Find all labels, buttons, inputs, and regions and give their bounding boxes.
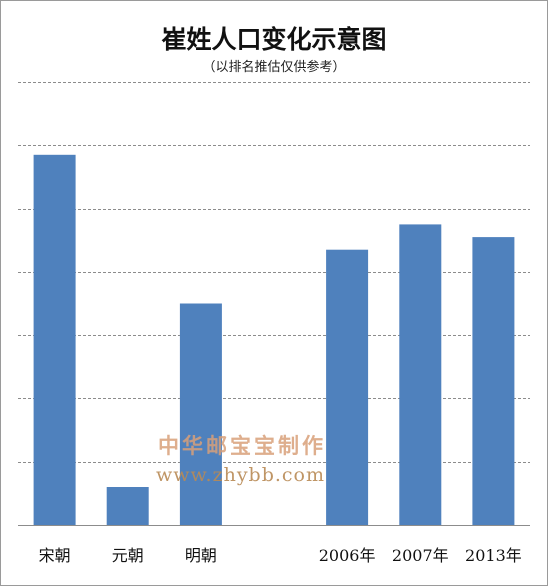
chart-subtitle: （以排名推估仅供参考） xyxy=(202,60,346,75)
x-tick-label: 2007年 xyxy=(392,546,449,565)
bar xyxy=(33,154,76,526)
bar xyxy=(472,237,515,525)
x-tick-label: 元朝 xyxy=(112,546,144,565)
chart-title: 崔姓人口变化示意图 xyxy=(161,25,387,54)
x-tick-label: 明朝 xyxy=(185,546,217,565)
x-tick-label: 2006年 xyxy=(319,546,376,565)
x-tick-label: 2013年 xyxy=(465,546,522,565)
watermark-url: www.zhybb.com xyxy=(156,464,326,486)
x-tick-label: 宋朝 xyxy=(39,546,71,565)
bar xyxy=(106,487,149,525)
bar xyxy=(179,303,222,525)
bar xyxy=(399,224,442,525)
bar xyxy=(326,249,369,525)
watermark-text: 中华邮宝宝制作 xyxy=(158,434,326,458)
